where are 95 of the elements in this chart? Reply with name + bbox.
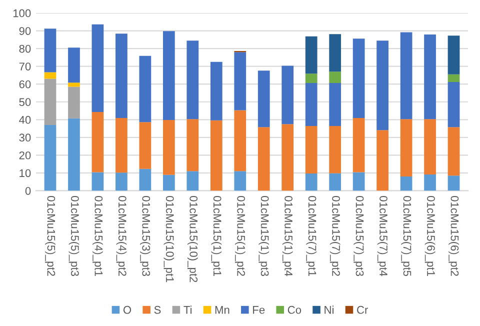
bar [186,171,199,191]
bar [305,83,318,126]
bar [376,130,388,191]
x-tick-label: 01cMu15(3)_pt3 [140,196,150,276]
bar [116,172,128,191]
bar [352,38,365,118]
bar [329,72,342,84]
x-tick-label: 01cMu15(1)_pt1 [211,196,222,276]
bar [329,173,342,191]
bar [448,74,460,82]
y-tick-label: 90 [19,27,31,35]
bar [305,74,318,84]
bar [68,82,80,87]
x-tick-label: 01cMu15(6)_pt2 [448,196,459,276]
bar [305,36,318,74]
legend-label: Ni [324,306,334,314]
bar [305,126,318,174]
bar [68,86,80,118]
bar [329,83,342,126]
bar [116,118,128,173]
bar [258,70,270,128]
x-tick-label: 01cMu15(1)_pt2 [234,196,246,276]
bar [162,120,175,175]
bar [448,82,460,128]
bar [162,31,175,120]
x-tick-label: 01cMu15(10)_pt1 [164,196,174,282]
x-tick-label: 01cMu15(6)_pt1 [424,196,436,276]
bar [448,176,460,191]
legend-label: Fe [253,306,265,314]
bar [400,176,412,191]
bar [44,72,56,79]
bar [424,34,436,120]
bar [139,168,152,191]
y-tick-label: 0 [25,186,31,195]
bar [210,62,222,120]
legend-label: S [154,306,161,314]
bar [282,66,294,124]
bar [186,40,199,120]
x-tick-label: 01cMu15(7)_pt2 [330,196,340,276]
x-tick-label: 01cMu15(4)_pt2 [116,196,127,276]
bar [400,32,412,120]
x-tick-label: 01cMu15(7)_pt1 [306,196,317,276]
bar [448,36,460,74]
x-tick-label: 01cMu15(7)_pt5 [401,196,412,276]
bar [44,78,56,125]
legend-label: O [123,306,132,314]
bar [68,118,80,191]
bar [162,174,175,191]
bar [186,119,199,172]
bar [68,48,80,83]
bar [92,24,104,112]
y-tick-label: 80 [19,44,31,53]
bar [400,119,412,176]
legend-label: Mn [215,306,230,314]
legend-label: Cr [357,306,368,314]
x-tick-label: 01cMu15(7)_pt3 [354,196,364,276]
x-tick-label: 01cMu15(1)_pt4 [282,196,293,276]
x-tick-label: 01cMu15(5)_pt2 [45,196,56,276]
x-tick-label: 01cMu15(1)_pt3 [258,196,270,276]
bar [352,172,365,191]
bar [329,126,342,174]
bar [329,34,342,72]
bar [282,124,294,191]
y-tick-label: 100 [13,9,31,18]
bar [305,173,318,191]
y-tick-label: 60 [19,80,31,88]
bar [258,127,270,191]
bar [424,174,436,191]
x-tick-label: 01cMu15(4)_pt1 [92,196,103,276]
bar [234,171,246,191]
legend-label: Ti [184,306,192,314]
bar [92,112,104,172]
bar [44,124,56,191]
bar [376,40,388,130]
x-tick-label: 01cMu15(5)_pt3 [68,196,80,276]
bar [234,110,246,172]
bar [234,52,246,110]
bar [352,118,365,172]
legend-label: Co [288,306,302,314]
y-tick-label: 20 [19,151,31,160]
bar [424,119,436,175]
y-tick-label: 10 [20,169,31,178]
y-tick-label: 40 [19,116,31,124]
y-tick-label: 70 [19,62,31,70]
x-tick-label: 01cMu15(7)_pt4 [377,196,388,276]
bar [139,122,152,169]
y-tick-label: 50 [19,98,31,106]
y-tick-label: 30 [19,134,31,142]
bar [44,28,56,72]
bar [448,127,460,176]
bar [139,56,152,122]
x-tick-label: 01cMu15(10)_pt2 [187,196,198,282]
bar [92,172,104,191]
bar [116,34,128,118]
bar [210,120,222,191]
